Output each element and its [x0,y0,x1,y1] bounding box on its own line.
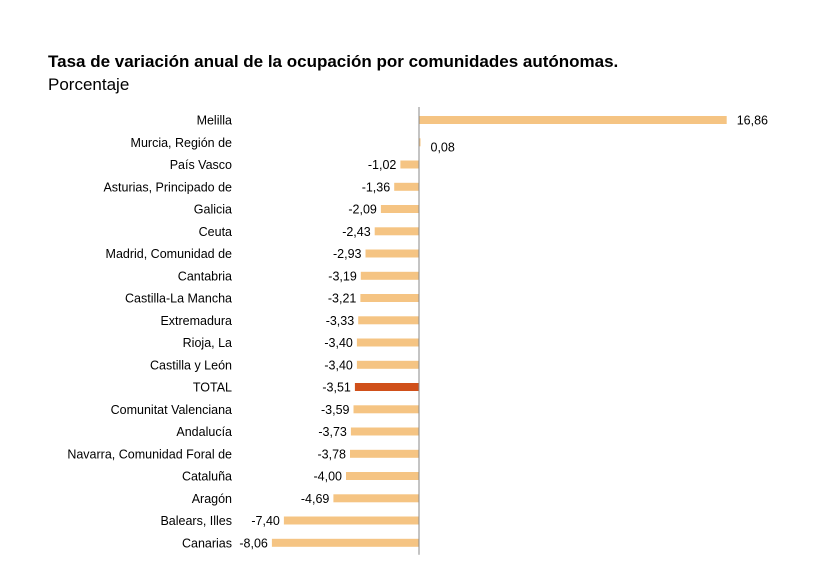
category-label-total: TOTAL [193,381,232,395]
category-label-castilla-la-mancha: Castilla-La Mancha [125,292,232,306]
value-label-total: -3,51 [322,381,351,395]
value-label-andalucia: -3,73 [318,425,347,439]
value-label-cataluna: -4,00 [314,470,343,484]
bar-murcia-region-de [419,138,421,147]
bar-castilla-y-leon [356,360,419,369]
value-label-murcia-region-de: 0,08 [431,141,455,155]
chart-subtitle: Porcentaje [48,75,130,94]
category-label-madrid-comunidad-de: Madrid, Comunidad de [106,247,233,261]
category-label-cataluna: Cataluña [182,470,232,484]
bar-galicia [380,205,419,213]
bar-rioja-la [356,338,419,347]
bar-balears-illes [283,516,419,525]
value-label-comunitat-valenciana: -3,59 [321,403,350,417]
value-label-asturias-principado-de: -1,36 [362,180,391,194]
value-label-castilla-la-mancha: -3,21 [328,292,357,306]
bar-comunitat-valenciana [353,405,419,414]
category-label-aragon: Aragón [192,492,232,506]
category-label-asturias-principado-de: Asturias, Principado de [103,180,232,194]
value-label-extremadura: -3,33 [326,314,355,328]
category-label-galicia: Galicia [194,203,232,217]
value-label-canarias: -8,06 [239,536,268,550]
category-label-rioja-la: Rioja, La [183,336,232,350]
category-label-melilla: Melilla [197,114,232,128]
bar-canarias [271,538,419,547]
value-label-galicia: -2,09 [348,203,377,217]
bar-melilla [419,116,727,124]
bar-navarra-comunidad-foral-de [350,449,419,458]
value-label-pais-vasco: -1,02 [368,158,397,172]
labels-group: Melilla 16,86 Murcia, Región de 0,08 País Va… [67,114,768,551]
bar-pais-vasco [400,160,419,169]
category-label-andalucia: Andalucía [176,425,232,439]
category-label-cantabria: Cantabria [178,269,232,283]
value-label-balears-illes: -7,40 [251,514,280,528]
value-label-cantabria: -3,19 [328,269,357,283]
bar-ceuta [374,227,419,236]
category-label-pais-vasco: País Vasco [170,158,232,172]
value-label-aragon: -4,69 [301,492,330,506]
category-label-comunitat-valenciana: Comunitat Valenciana [111,403,232,417]
bar-madrid-comunidad-de [365,249,419,258]
category-label-canarias: Canarias [182,536,232,550]
category-label-extremadura: Extremadura [160,314,232,328]
value-label-madrid-comunidad-de: -2,93 [333,247,362,261]
bar-extremadura [358,316,419,325]
bars-group [271,116,727,547]
bar-asturias-principado-de [394,182,419,191]
value-label-ceuta: -2,43 [342,225,371,239]
value-label-rioja-la: -3,40 [324,336,353,350]
value-label-castilla-y-leon: -3,40 [324,358,353,372]
bar-cataluna [346,472,419,480]
chart-title: Tasa de variación anual de la ocupación … [48,52,619,71]
bar-aragon [333,494,419,503]
bar-castilla-la-mancha [360,294,419,302]
category-label-castilla-y-leon: Castilla y León [150,358,232,372]
bar-cantabria [360,271,419,280]
category-label-balears-illes: Balears, Illes [160,514,232,528]
value-label-navarra-comunidad-foral-de: -3,78 [318,447,347,461]
value-label-melilla: 16,86 [737,114,768,128]
category-label-ceuta: Ceuta [199,225,232,239]
category-label-murcia-region-de: Murcia, Región de [131,136,232,150]
bar-andalucia [350,427,419,436]
category-label-navarra-comunidad-foral-de: Navarra, Comunidad Foral de [67,447,232,461]
bar-total [354,383,419,391]
